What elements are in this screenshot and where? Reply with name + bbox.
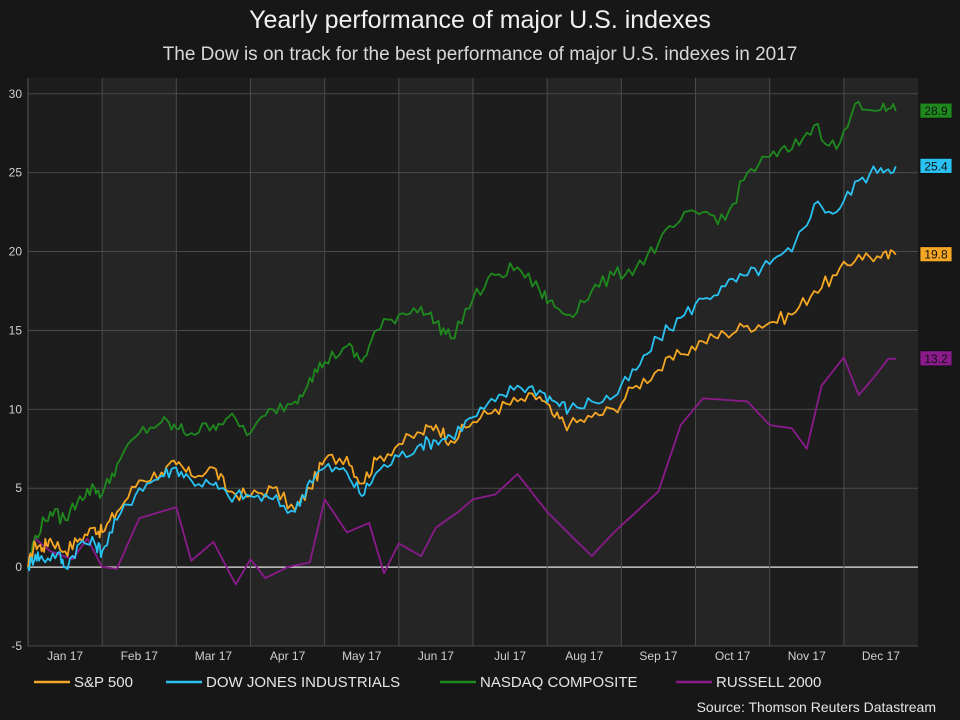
x-tick-label: Dec 17 xyxy=(862,649,900,663)
month-band xyxy=(102,78,177,646)
chart-title: Yearly performance of major U.S. indexes xyxy=(249,6,711,34)
x-tick-label: Mar 17 xyxy=(195,649,233,663)
series-line-2 xyxy=(27,100,897,568)
end-label-value: 25.4 xyxy=(924,159,948,173)
x-tick-label: Nov 17 xyxy=(788,649,826,663)
end-label-value: 19.8 xyxy=(924,248,948,262)
end-label-value: 28.9 xyxy=(924,104,948,118)
y-tick-label: 5 xyxy=(15,481,22,495)
end-label-box xyxy=(919,350,953,367)
y-tick-label: 0 xyxy=(15,560,22,574)
legend-label: DOW JONES INDUSTRIALS xyxy=(206,674,400,691)
end-label-box xyxy=(919,102,953,119)
x-tick-label: Jan 17 xyxy=(47,649,83,663)
x-tick-label: May 17 xyxy=(342,649,382,663)
x-tick-label: Feb 17 xyxy=(121,649,159,663)
legend: S&P 500 DOW JONES INDUSTRIALS NASDAQ COMPO… xyxy=(34,674,821,691)
x-tick-label: Jul 17 xyxy=(494,649,526,663)
series-lines xyxy=(27,100,897,586)
y-tick-label: 10 xyxy=(9,402,23,416)
end-label-value: 13.2 xyxy=(924,352,948,366)
x-tick-label: Apr 17 xyxy=(270,649,306,663)
month-band xyxy=(843,78,918,646)
month-band xyxy=(547,78,622,646)
month-band xyxy=(250,78,325,646)
chart-subtitle: The Dow is on track for the best perform… xyxy=(163,44,798,65)
month-band xyxy=(398,78,473,646)
source-note: Source: Thomson Reuters Datastream xyxy=(697,699,936,715)
y-axis: -5 0 5 10 15 20 25 30 xyxy=(9,87,23,653)
end-label-box xyxy=(919,246,953,263)
x-axis: Jan 17 Feb 17 Mar 17 Apr 17 May 17 Jun 17 Jul … xyxy=(47,649,900,663)
y-tick-label: -5 xyxy=(11,639,22,653)
x-tick-label: Jun 17 xyxy=(418,649,454,663)
x-tick-label: Oct 17 xyxy=(715,649,751,663)
grid-lines xyxy=(27,78,918,647)
y-tick-label: 25 xyxy=(9,166,23,180)
y-tick-label: 20 xyxy=(9,245,23,259)
series-line-1 xyxy=(27,165,897,572)
legend-label: NASDAQ COMPOSITE xyxy=(480,674,638,691)
y-tick-label: 15 xyxy=(9,323,23,337)
end-label-box xyxy=(919,157,953,174)
x-tick-label: Sep 17 xyxy=(639,649,677,663)
legend-label: RUSSELL 2000 xyxy=(716,674,821,691)
legend-label: S&P 500 xyxy=(74,674,133,691)
end-labels: 19.8 25.4 28.9 13.2 xyxy=(919,102,953,367)
y-tick-label: 30 xyxy=(9,87,23,101)
series-line-3 xyxy=(27,356,896,586)
x-tick-label: Aug 17 xyxy=(565,649,603,663)
